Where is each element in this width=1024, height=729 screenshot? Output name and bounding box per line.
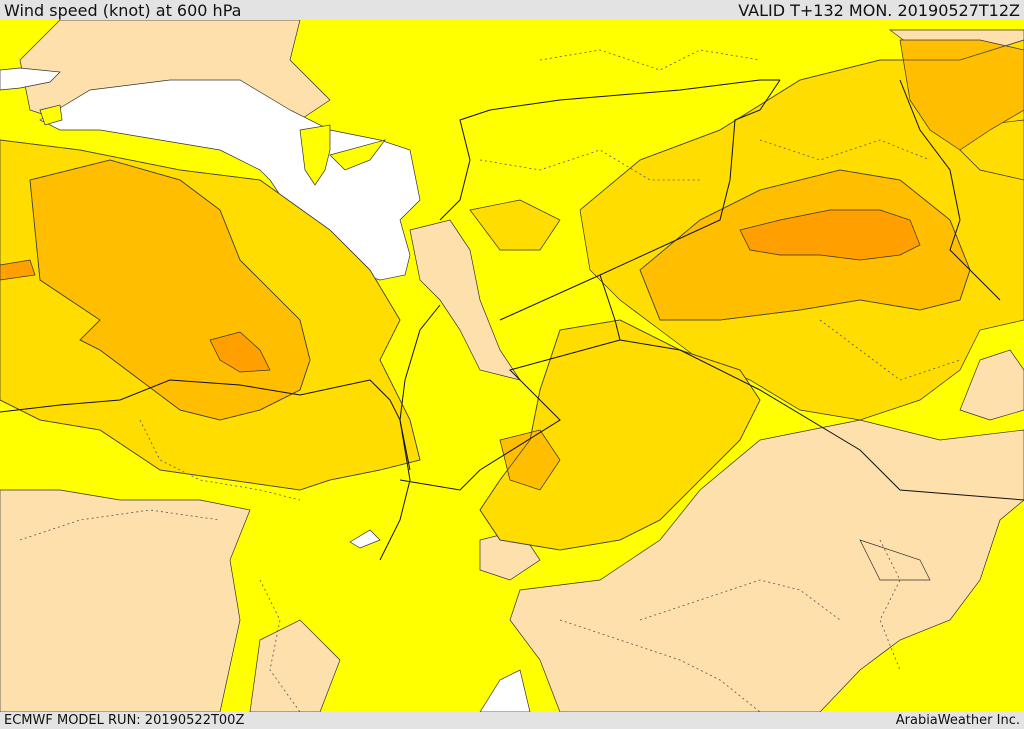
valid-time-label: VALID T+132 MON. 20190527T12Z [738, 1, 1020, 20]
highest-speed-regions [0, 209, 921, 373]
province-boundaries [19, 49, 961, 712]
map-header: Wind speed (knot) at 600 hPa VALID T+132… [0, 0, 1024, 20]
map-footer: ECMWF MODEL RUN: 20190522T00Z ArabiaWeat… [0, 712, 1024, 729]
model-run-label: ECMWF MODEL RUN: 20190522T00Z [4, 713, 245, 728]
wind-speed-map [0, 20, 1024, 712]
speed-contours [0, 39, 1024, 551]
country-borders [0, 79, 1024, 561]
islands [39, 104, 386, 186]
map-title: Wind speed (knot) at 600 hPa [4, 1, 242, 20]
credit-label: ArabiaWeather Inc. [895, 713, 1020, 728]
